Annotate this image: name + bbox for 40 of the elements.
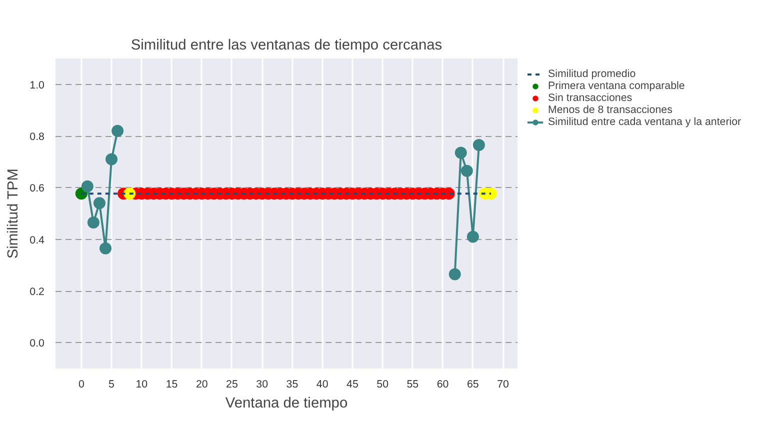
point [448,268,461,280]
legend-label: Sin transacciones [548,92,632,104]
x-tick-label: 0 [78,378,84,390]
point [106,153,118,166]
point [93,197,106,210]
point [466,230,479,243]
x-tick-label: 70 [497,378,510,390]
x-tick-label: 40 [316,378,328,390]
x-tick-label: 15 [166,378,178,390]
point [472,139,485,152]
y-tick-label: 0.8 [30,131,45,143]
y-tick-label: 0.2 [30,286,45,298]
y-tick-label: 0.6 [30,182,45,195]
legend-label: Primera ventana comparable [548,80,685,92]
x-tick-label: 45 [346,378,358,390]
x-tick-label: 65 [467,378,479,390]
x-tick-label: 5 [108,378,115,390]
x-tick-label: 35 [286,378,298,390]
y-tick-label: 1.0 [30,79,45,92]
legend-label: Menos de 8 transacciones [548,104,672,116]
x-tick-label: 25 [226,378,238,390]
point [454,146,467,159]
x-tick-label: 10 [136,378,148,390]
point [87,216,100,229]
legend-label: Similitud entre cada ventana y la anterior [548,116,742,128]
x-tick-label: 60 [436,378,449,390]
point [460,164,473,177]
y-axis-title: Similitud TPM [6,168,22,259]
chart-title: Similitud entre las ventanas de tiempo cercanas [130,38,442,54]
x-tick-label: 55 [406,378,419,390]
point [112,124,124,137]
point [81,180,94,192]
x-tick-label: 20 [196,378,208,390]
point [99,242,112,254]
y-tick-label: 0.4 [30,234,45,246]
x-tick-label: 50 [376,378,389,390]
y-tick-label: 0.0 [30,338,45,350]
x-axis-title: Ventana de tiempo [225,396,348,412]
x-tick-label: 30 [256,378,268,390]
legend-label: Similitud promedio [548,68,636,80]
